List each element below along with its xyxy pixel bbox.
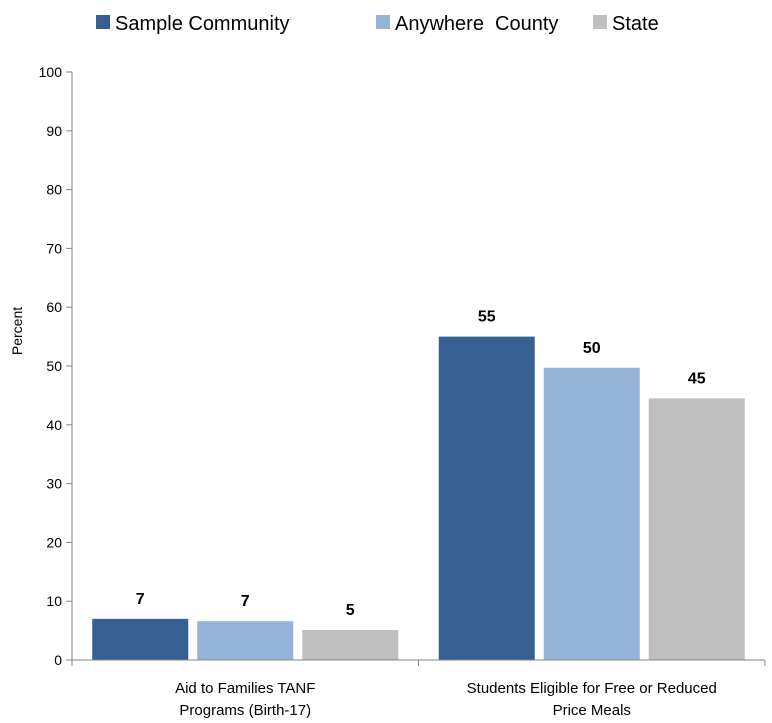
data-label: 5	[346, 602, 355, 619]
data-label: 55	[478, 309, 496, 326]
legend-swatch	[376, 15, 390, 29]
bar	[302, 630, 399, 660]
bar	[543, 367, 640, 660]
data-label: 50	[583, 340, 601, 357]
bar	[197, 621, 294, 660]
y-tick-label: 10	[46, 593, 62, 609]
data-label: 7	[136, 591, 145, 608]
y-tick-label: 60	[46, 299, 62, 315]
x-axis: Aid to Families TANF Programs (Birth-17) S…	[71, 659, 766, 719]
x-tick-label: Price Meals	[553, 702, 631, 719]
y-tick-label: 20	[46, 534, 62, 550]
y-tick-label: 0	[54, 652, 62, 668]
y-tick-label: 50	[46, 358, 62, 374]
x-tick-label: Students Eligible for Free or Reduced	[467, 680, 717, 697]
y-tick-label: 80	[46, 182, 62, 198]
y-axis: 0 10 20 30 40 50 60 70 80 90 100	[39, 64, 73, 668]
legend: Sample Community Anywhere County State	[96, 13, 659, 35]
legend-swatch	[96, 15, 110, 29]
legend-label: Anywhere County	[395, 13, 558, 35]
y-axis-title: Percent	[9, 307, 25, 355]
bar	[92, 618, 189, 660]
x-tick-label: Aid to Families TANF	[175, 680, 315, 697]
legend-swatch	[593, 15, 607, 29]
y-tick-label: 90	[46, 123, 62, 139]
legend-label: State	[612, 13, 659, 35]
legend-label: Sample Community	[115, 13, 290, 35]
y-tick-label: 40	[46, 417, 62, 433]
data-label: 45	[688, 370, 706, 387]
bar	[438, 336, 535, 660]
y-tick-label: 30	[46, 476, 62, 492]
data-label: 7	[241, 593, 250, 610]
y-tick-label: 70	[46, 240, 62, 256]
y-tick-label: 100	[39, 64, 63, 80]
x-tick-label: Programs (Birth-17)	[179, 702, 311, 719]
bar	[648, 398, 745, 660]
